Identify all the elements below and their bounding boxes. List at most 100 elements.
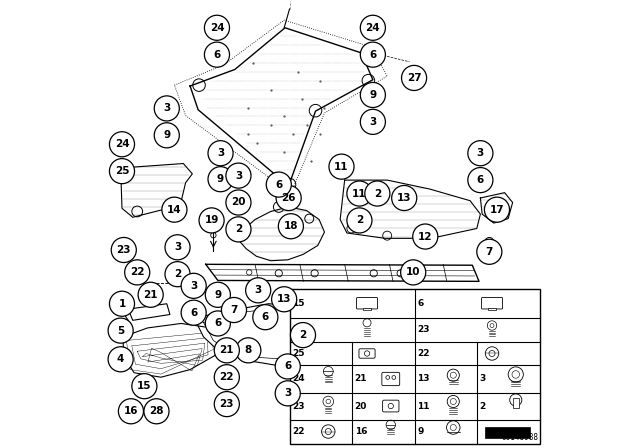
Text: 13: 13 (277, 294, 291, 304)
Circle shape (275, 354, 300, 379)
Text: 25: 25 (292, 349, 305, 358)
Polygon shape (204, 309, 312, 358)
Text: 24: 24 (210, 23, 224, 33)
Text: 22: 22 (130, 267, 145, 277)
Circle shape (226, 217, 251, 242)
Text: 3: 3 (477, 148, 484, 158)
Circle shape (329, 154, 354, 179)
Circle shape (278, 214, 303, 239)
FancyBboxPatch shape (356, 297, 378, 309)
Circle shape (246, 278, 271, 303)
Text: 23: 23 (417, 325, 429, 334)
FancyBboxPatch shape (382, 372, 400, 386)
Circle shape (214, 392, 239, 417)
Text: 1: 1 (118, 299, 125, 309)
Text: 21: 21 (355, 375, 367, 383)
Circle shape (109, 132, 134, 157)
Circle shape (413, 224, 438, 249)
Circle shape (162, 197, 187, 222)
Circle shape (477, 239, 502, 264)
Text: 19: 19 (204, 215, 219, 225)
Text: 12: 12 (418, 232, 433, 241)
Text: 15: 15 (292, 299, 305, 308)
Text: 9: 9 (417, 427, 424, 436)
Text: 6: 6 (275, 180, 282, 190)
Text: 3: 3 (284, 388, 291, 398)
Circle shape (275, 381, 300, 406)
Circle shape (401, 65, 427, 90)
Text: 15: 15 (137, 381, 152, 391)
Circle shape (154, 96, 179, 121)
Text: 11: 11 (352, 189, 367, 198)
Circle shape (154, 123, 179, 148)
Circle shape (266, 172, 291, 197)
Polygon shape (340, 180, 481, 238)
Text: 9: 9 (214, 290, 221, 300)
Text: 22: 22 (417, 349, 429, 358)
Text: 7: 7 (230, 305, 237, 315)
Circle shape (208, 141, 233, 166)
Text: 5: 5 (117, 326, 124, 336)
Circle shape (109, 291, 134, 316)
Polygon shape (481, 193, 513, 223)
Circle shape (208, 167, 233, 192)
Text: 3: 3 (174, 242, 181, 252)
Circle shape (271, 287, 297, 312)
FancyBboxPatch shape (481, 297, 502, 309)
Text: 6: 6 (477, 175, 484, 185)
FancyBboxPatch shape (359, 349, 375, 358)
Text: 9: 9 (163, 130, 170, 140)
Circle shape (221, 297, 246, 323)
Text: 24: 24 (365, 23, 380, 33)
Text: 21: 21 (220, 345, 234, 355)
Bar (513, 398, 519, 408)
Text: O0148988: O0148988 (501, 433, 538, 442)
Text: 7: 7 (486, 247, 493, 257)
Text: 13: 13 (397, 193, 412, 203)
Text: 18: 18 (284, 221, 298, 231)
Circle shape (204, 15, 230, 40)
Text: 2: 2 (300, 330, 307, 340)
Polygon shape (239, 207, 324, 261)
Text: 20: 20 (355, 401, 367, 410)
Text: 28: 28 (292, 325, 305, 334)
Circle shape (214, 338, 239, 363)
Text: 3: 3 (190, 281, 197, 291)
Circle shape (401, 260, 426, 285)
Text: 16: 16 (355, 427, 367, 436)
Circle shape (291, 323, 316, 348)
Text: 3: 3 (235, 171, 242, 181)
Circle shape (199, 208, 224, 233)
Text: 2: 2 (374, 189, 381, 198)
Text: 11: 11 (417, 401, 429, 410)
Circle shape (360, 109, 385, 134)
Polygon shape (128, 304, 170, 320)
Circle shape (468, 141, 493, 166)
Text: 22: 22 (292, 427, 305, 436)
Text: 10: 10 (406, 267, 420, 277)
Text: 6: 6 (214, 319, 221, 328)
Polygon shape (205, 264, 479, 281)
Text: 6: 6 (190, 308, 197, 318)
Text: 2: 2 (235, 224, 242, 234)
Text: 3: 3 (217, 148, 224, 158)
Bar (484, 427, 529, 438)
Circle shape (236, 338, 261, 363)
FancyBboxPatch shape (383, 400, 399, 412)
Circle shape (118, 399, 143, 424)
Circle shape (253, 305, 278, 330)
Text: 6: 6 (262, 312, 269, 322)
Text: 16: 16 (124, 406, 138, 416)
Text: 24: 24 (115, 139, 129, 149)
Circle shape (111, 237, 136, 263)
Circle shape (360, 82, 385, 108)
Circle shape (165, 262, 190, 287)
Text: 6: 6 (213, 50, 221, 60)
Text: 6: 6 (284, 362, 291, 371)
Text: 2: 2 (356, 215, 363, 225)
Circle shape (205, 282, 230, 307)
Text: 13: 13 (417, 375, 429, 383)
Text: 3: 3 (369, 117, 376, 127)
Circle shape (181, 273, 206, 298)
Circle shape (468, 168, 493, 193)
